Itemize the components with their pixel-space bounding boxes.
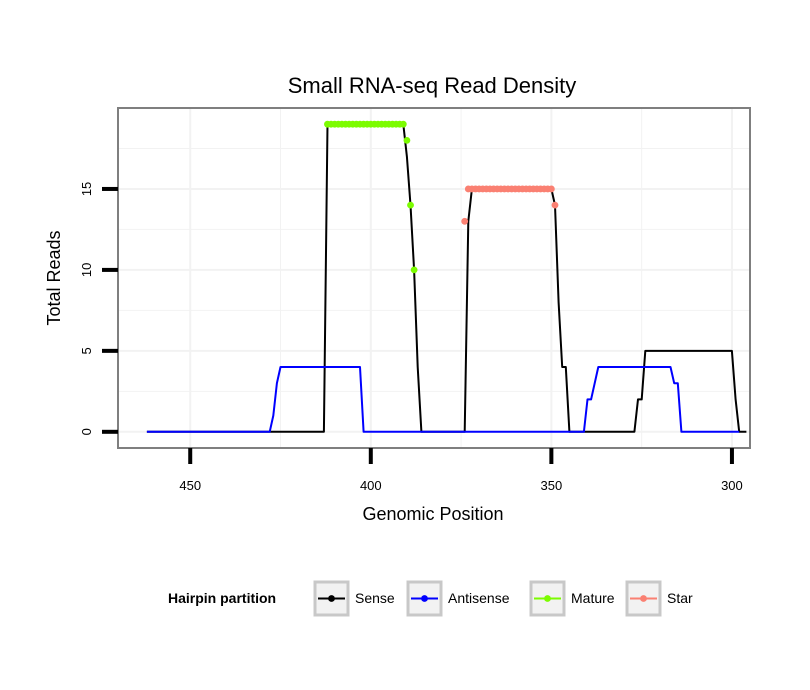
legend-dot-sense xyxy=(328,595,335,602)
series-point-star xyxy=(547,185,555,193)
series-point-mature xyxy=(410,266,418,274)
legend-dot-antisense xyxy=(421,595,428,602)
legend-dot-mature xyxy=(544,595,551,602)
legend-label-mature: Mature xyxy=(571,590,615,606)
plot-grid xyxy=(118,108,750,448)
plot-border xyxy=(117,107,751,449)
x-tick-label: 450 xyxy=(179,478,201,493)
legend-label-antisense: Antisense xyxy=(448,590,510,606)
y-axis-title: Total Reads xyxy=(44,230,64,325)
series-point-star xyxy=(461,217,469,225)
y-tick-label: 5 xyxy=(79,347,94,354)
series-point-mature xyxy=(407,201,414,209)
x-tick-label: 350 xyxy=(541,478,563,493)
series-point-star xyxy=(551,201,559,209)
series-point-mature xyxy=(399,120,407,128)
y-tick-label: 0 xyxy=(79,428,94,435)
x-axis-title: Genomic Position xyxy=(362,504,503,524)
legend-title: Hairpin partition xyxy=(168,590,276,606)
axes: 450 400 350 300 0 5 10 15 xyxy=(79,182,743,493)
series-layer xyxy=(146,120,747,433)
chart-title: Small RNA-seq Read Density xyxy=(288,73,577,98)
series-line-sense xyxy=(146,123,747,433)
legend-label-star: Star xyxy=(667,590,693,606)
series-line-antisense xyxy=(146,366,740,433)
x-tick-label: 300 xyxy=(721,478,743,493)
series-point-mature xyxy=(403,136,411,144)
legend-label-sense: Sense xyxy=(355,590,395,606)
y-tick-label: 15 xyxy=(79,182,94,196)
x-tick-label: 400 xyxy=(360,478,382,493)
legend: Hairpin partition Sense Antisense Mature St… xyxy=(168,580,693,617)
y-tick-label: 10 xyxy=(79,263,94,277)
legend-dot-star xyxy=(640,595,647,602)
